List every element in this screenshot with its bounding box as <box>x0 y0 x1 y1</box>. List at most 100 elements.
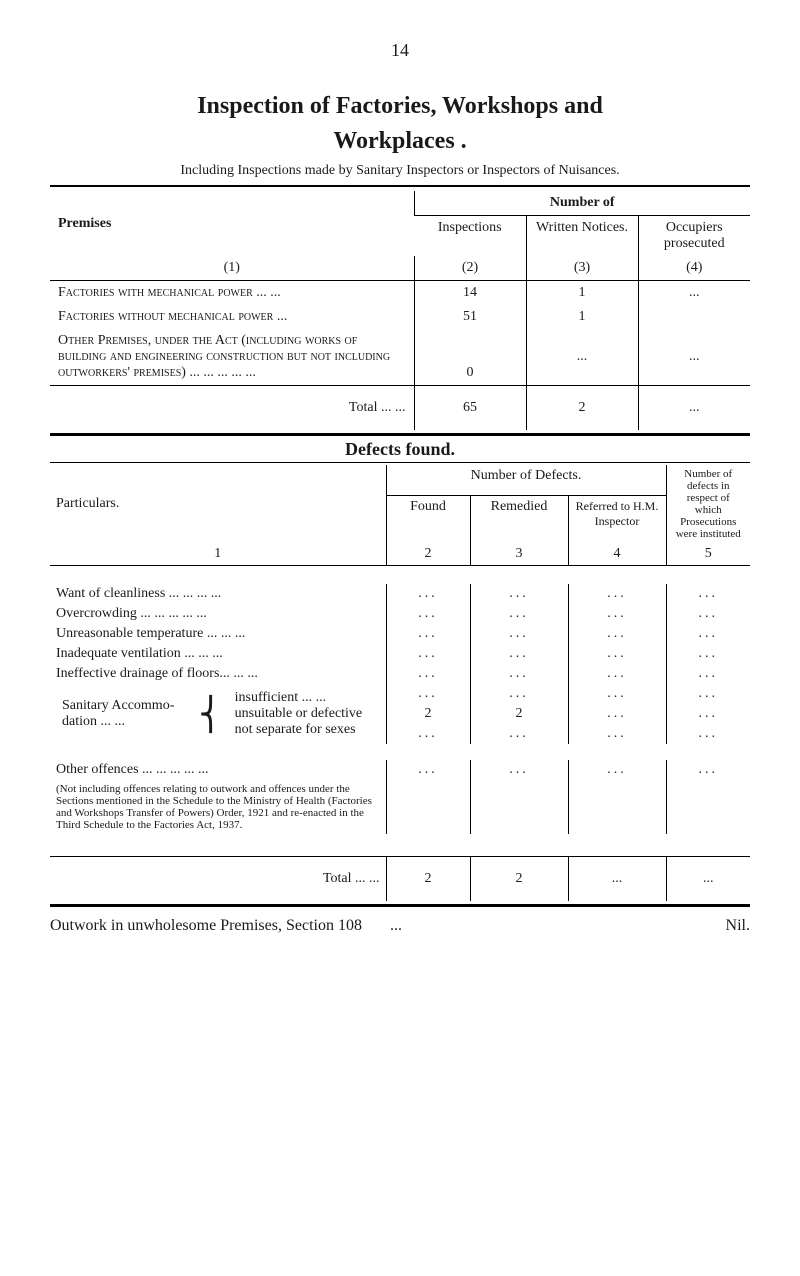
row2-label: Factories without mechanical power ... <box>58 309 287 324</box>
offences-note: (Not including offences relating to outw… <box>50 780 386 834</box>
header-remedied: Remedied <box>470 495 568 543</box>
divider <box>50 904 750 907</box>
cell: ... <box>470 760 568 780</box>
cell: ... <box>568 724 666 744</box>
header-found: Found <box>386 495 470 543</box>
cell: ... <box>568 664 666 684</box>
header-written-notices: Written Notices. <box>526 216 638 257</box>
main-title-line2: Workplaces . <box>50 126 750 157</box>
cell: ... <box>666 704 750 724</box>
subtitle: Including Inspections made by Sanitary I… <box>50 163 750 179</box>
defect-row: Ineffective drainage of floors... ... ..… <box>50 664 386 684</box>
inspections-table: Premises Number of Inspections Written N… <box>50 191 750 430</box>
colnum-1: (1) <box>50 256 414 281</box>
header-number-of: Number of <box>414 191 750 216</box>
cell: ... <box>666 624 750 644</box>
cell: ... <box>666 644 750 664</box>
defects-table: Particulars. Number of Defects. Number o… <box>50 465 750 901</box>
sanitary-b-remedied: 2 <box>470 704 568 724</box>
colnum-3: (3) <box>526 256 638 281</box>
sanitary-opt-b: unsuitable or defective <box>235 706 374 722</box>
cell: ... <box>568 760 666 780</box>
total-c3: 2 <box>526 386 638 431</box>
def-colnum1: 1 <box>50 543 386 566</box>
cell: ... <box>568 684 666 704</box>
def-colnum3: 3 <box>470 543 568 566</box>
total-c4: ... <box>638 386 750 431</box>
cell: ... <box>666 684 750 704</box>
row3-c3: ... <box>526 329 638 386</box>
divider <box>50 462 750 463</box>
defect-row: Overcrowding ... ... ... ... ... <box>50 604 386 624</box>
row2-c2: 51 <box>414 305 526 329</box>
sanitary-opt-c: not separate for sexes <box>235 722 374 738</box>
defects-title: Defects found. <box>50 439 750 460</box>
cell <box>666 780 750 834</box>
row1-c4: ... <box>638 281 750 306</box>
row3-c2: 0 <box>414 329 526 386</box>
cell: ... <box>666 584 750 604</box>
cell <box>386 780 470 834</box>
defects-total-prosec: ... <box>666 857 750 902</box>
other-offences: Other offences ... ... ... ... ... <box>50 760 386 780</box>
row1-c3: 1 <box>526 281 638 306</box>
def-colnum4: 4 <box>568 543 666 566</box>
footer-nil: Nil. <box>726 917 750 935</box>
header-prosecutions: Number of defects in respect of which Pr… <box>666 465 750 543</box>
main-title-line1: Inspection of Factories, Workshops and <box>50 91 750 122</box>
cell: ... <box>666 724 750 744</box>
cell: ... <box>568 584 666 604</box>
row2-c3: 1 <box>526 305 638 329</box>
cell: ... <box>568 604 666 624</box>
sanitary-label: Sanitary Accommo- dation ... ... <box>56 688 193 740</box>
def-colnum5: 5 <box>666 543 750 566</box>
row1-c2: 14 <box>414 281 526 306</box>
cell: ... <box>666 664 750 684</box>
cell: ... <box>470 644 568 664</box>
row3-c4: ... <box>638 329 750 386</box>
cell: ... <box>470 584 568 604</box>
defect-row: Inadequate ventilation ... ... ... <box>50 644 386 664</box>
def-colnum2: 2 <box>386 543 470 566</box>
cell: ... <box>386 684 470 704</box>
cell: ... <box>470 724 568 744</box>
row1-label: Factories with mechanical power ... ... <box>58 285 281 300</box>
defects-total-label: Total ... ... <box>50 857 386 902</box>
cell: ... <box>568 624 666 644</box>
divider <box>50 185 750 187</box>
page-number: 14 <box>50 40 750 61</box>
footer-line: Outwork in unwholesome Premises, Section… <box>50 917 750 935</box>
cell: ... <box>666 760 750 780</box>
header-referred: Referred to H.M. Inspector <box>568 495 666 543</box>
defects-total-remedied: 2 <box>470 857 568 902</box>
cell <box>470 780 568 834</box>
cell: ... <box>568 704 666 724</box>
sanitary-b-found: 2 <box>386 704 470 724</box>
brace-icon: ⎨ <box>193 688 229 740</box>
defects-total-found: 2 <box>386 857 470 902</box>
total-label: Total ... ... <box>50 386 414 431</box>
header-number-of-defects: Number of Defects. <box>386 465 666 495</box>
header-occupiers: Occupiers prosecuted <box>638 216 750 257</box>
cell: ... <box>386 644 470 664</box>
cell: ... <box>386 760 470 780</box>
header-premises: Premises <box>58 216 111 231</box>
cell: ... <box>386 604 470 624</box>
footer-dots: ... <box>366 917 426 935</box>
cell: ... <box>470 624 568 644</box>
divider <box>50 433 750 436</box>
cell: ... <box>666 604 750 624</box>
cell: ... <box>386 584 470 604</box>
header-inspections: Inspections <box>414 216 526 257</box>
defect-row: Want of cleanliness ... ... ... ... <box>50 584 386 604</box>
defect-row: Unreasonable temperature ... ... ... <box>50 624 386 644</box>
total-c2: 65 <box>414 386 526 431</box>
header-particulars: Particulars. <box>56 496 119 511</box>
cell: ... <box>568 644 666 664</box>
colnum-4: (4) <box>638 256 750 281</box>
cell: ... <box>386 624 470 644</box>
sanitary-opt-a: insufficient ... ... <box>235 690 374 706</box>
colnum-2: (2) <box>414 256 526 281</box>
cell: ... <box>470 684 568 704</box>
cell: ... <box>470 604 568 624</box>
